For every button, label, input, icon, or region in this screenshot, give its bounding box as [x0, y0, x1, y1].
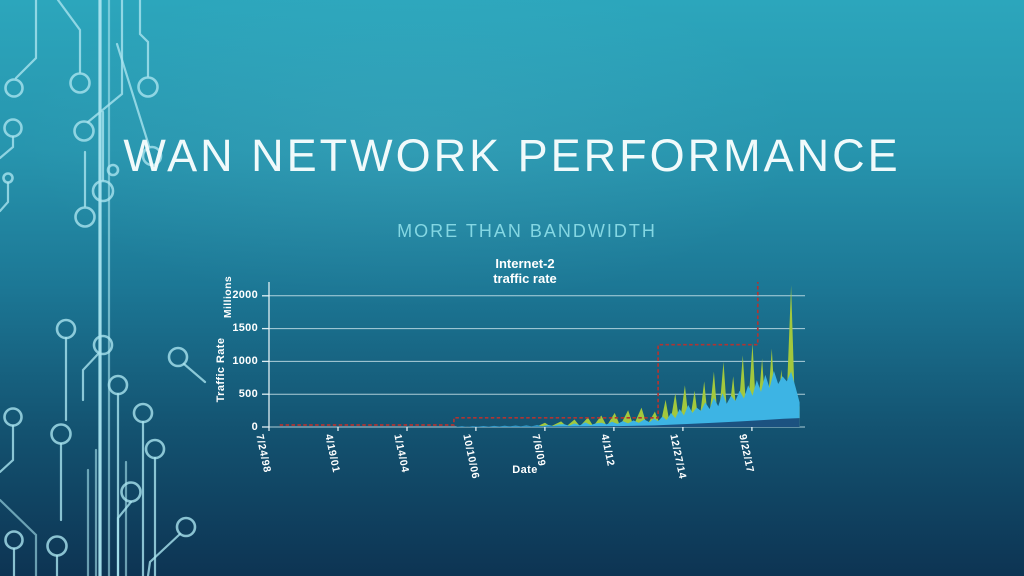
- y-tick-label: 500: [238, 387, 258, 400]
- x-axis-title: Date: [512, 464, 538, 476]
- chart-title: Internet-2 traffic rate: [250, 256, 800, 286]
- slide-subtitle: MORE THAN BANDWIDTH: [397, 221, 657, 241]
- series-traffic-peaks-green: [456, 285, 800, 427]
- slide-title: WAN NETWORK PERFORMANCE: [123, 130, 901, 181]
- circuit-decoration: [0, 0, 207, 576]
- y-tick-label: 0: [251, 420, 258, 433]
- x-tick-label: 4/1/12: [598, 433, 617, 468]
- y-tick-label: 1000: [232, 354, 258, 367]
- chart-title-line1: Internet-2: [495, 256, 555, 271]
- plot-svg: [262, 282, 805, 431]
- series-traffic-cyan: [456, 370, 800, 427]
- x-tick-label: 7/6/09: [529, 433, 548, 468]
- y-tick-label: 2000: [232, 289, 258, 302]
- y-tick-label: 1500: [232, 322, 258, 335]
- series-capacity-step-line: [279, 282, 759, 426]
- series-traffic-dark-blue: [456, 418, 800, 427]
- chart-title-line2: traffic rate: [493, 271, 557, 286]
